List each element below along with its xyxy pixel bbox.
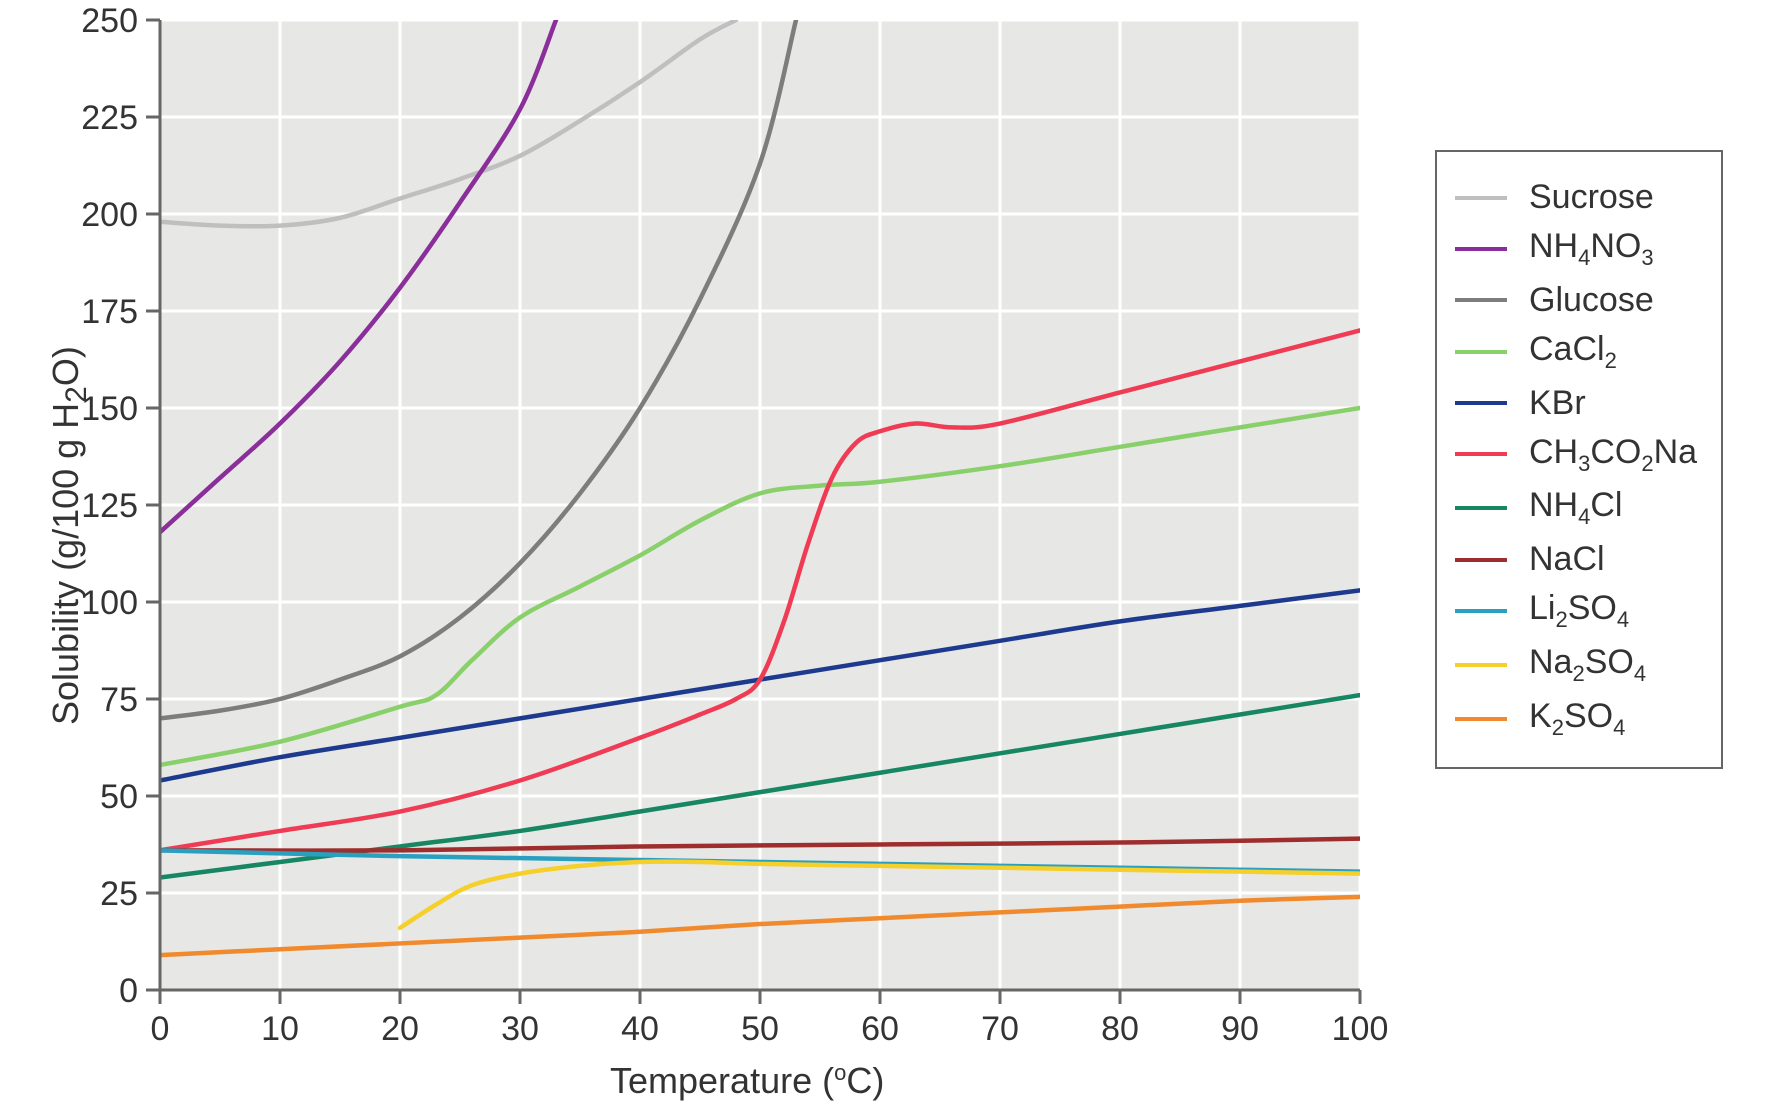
x-tick-label: 30 bbox=[501, 1010, 539, 1048]
legend-swatch bbox=[1455, 350, 1507, 354]
legend-swatch bbox=[1455, 717, 1507, 721]
x-tick-label: 20 bbox=[381, 1010, 419, 1048]
y-tick-label: 50 bbox=[100, 778, 138, 816]
legend-label: NH4NO3 bbox=[1529, 227, 1654, 271]
legend-item-NH4Cl: NH4Cl bbox=[1455, 486, 1697, 530]
legend-label: Glucose bbox=[1529, 281, 1654, 320]
y-tick-label: 75 bbox=[100, 681, 138, 719]
legend-item-CaCl2: CaCl2 bbox=[1455, 330, 1697, 374]
legend-label: K2SO4 bbox=[1529, 697, 1625, 741]
solubility-chart: 0102030405060708090100025507510012515017… bbox=[0, 0, 1768, 1120]
legend-swatch bbox=[1455, 247, 1507, 251]
legend-label: Li2SO4 bbox=[1529, 589, 1629, 633]
legend-item-KBr: KBr bbox=[1455, 384, 1697, 423]
y-tick-label: 175 bbox=[81, 293, 138, 331]
legend-item-K2SO4: K2SO4 bbox=[1455, 697, 1697, 741]
legend-swatch bbox=[1455, 196, 1507, 200]
y-tick-label: 225 bbox=[81, 99, 138, 137]
legend-item-Na2SO4: Na2SO4 bbox=[1455, 643, 1697, 687]
x-tick-label: 10 bbox=[261, 1010, 299, 1048]
x-tick-label: 50 bbox=[741, 1010, 779, 1048]
x-tick-label: 100 bbox=[1332, 1010, 1389, 1048]
x-tick-label: 0 bbox=[151, 1010, 170, 1048]
legend-swatch bbox=[1455, 401, 1507, 405]
legend-swatch bbox=[1455, 663, 1507, 667]
legend-item-NaCl: NaCl bbox=[1455, 540, 1697, 579]
legend-swatch bbox=[1455, 609, 1507, 613]
y-tick-label: 250 bbox=[81, 2, 138, 40]
x-tick-label: 40 bbox=[621, 1010, 659, 1048]
legend-item-Sucrose: Sucrose bbox=[1455, 178, 1697, 217]
legend-label: CaCl2 bbox=[1529, 330, 1617, 374]
y-axis-label: Solubility (g/100 g H2O) bbox=[45, 346, 94, 725]
legend-item-Glucose: Glucose bbox=[1455, 281, 1697, 320]
legend-label: Sucrose bbox=[1529, 178, 1654, 217]
legend-item-CH3CO2Na: CH3CO2Na bbox=[1455, 433, 1697, 477]
legend-label: NH4Cl bbox=[1529, 486, 1622, 530]
chart-legend: Sucrose NH4NO3 Glucose CaCl2 KBr CH3CO2Na NH4C… bbox=[1435, 150, 1723, 769]
legend-label: CH3CO2Na bbox=[1529, 433, 1697, 477]
x-tick-label: 60 bbox=[861, 1010, 899, 1048]
x-tick-label: 70 bbox=[981, 1010, 1019, 1048]
legend-item-NH4NO3: NH4NO3 bbox=[1455, 227, 1697, 271]
legend-swatch bbox=[1455, 298, 1507, 302]
legend-swatch bbox=[1455, 558, 1507, 562]
x-tick-label: 90 bbox=[1221, 1010, 1259, 1048]
y-tick-label: 200 bbox=[81, 196, 138, 234]
legend-swatch bbox=[1455, 452, 1507, 456]
y-tick-label: 0 bbox=[119, 972, 138, 1010]
x-axis-label: Temperature (oC) bbox=[610, 1060, 884, 1102]
legend-label: KBr bbox=[1529, 384, 1586, 423]
x-tick-label: 80 bbox=[1101, 1010, 1139, 1048]
legend-label: Na2SO4 bbox=[1529, 643, 1646, 687]
legend-swatch bbox=[1455, 506, 1507, 510]
legend-label: NaCl bbox=[1529, 540, 1605, 579]
y-tick-label: 25 bbox=[100, 875, 138, 913]
legend-item-Li2SO4: Li2SO4 bbox=[1455, 589, 1697, 633]
